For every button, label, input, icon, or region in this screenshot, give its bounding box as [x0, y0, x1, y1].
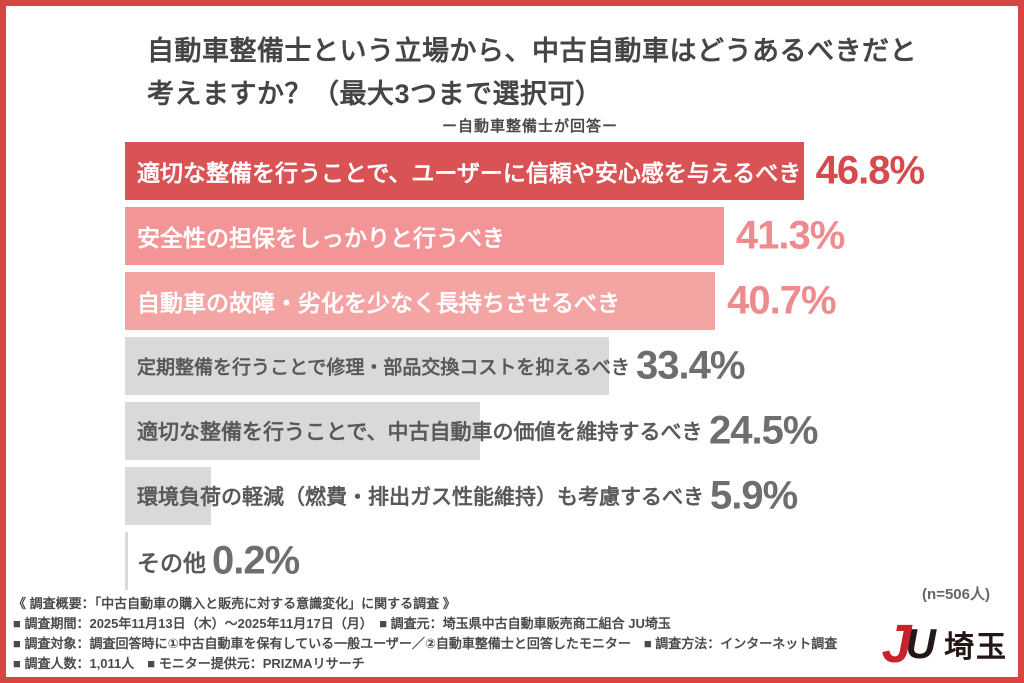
bar-row: 定期整備を行うことで修理・部品交換コストを抑えるべき 33.4% [125, 337, 1005, 395]
bar-label: 自動車の故障・劣化を少なく長持ちさせるべき [137, 290, 620, 316]
bar-row: 適切な整備を行うことで、ユーザーに信頼や安心感を与えるべき 46.8% [125, 142, 1005, 200]
survey-overview-line: 《 調査概要：「中古自動車の購入と販売に対する意識変化」に関する調査 》 [13, 596, 456, 611]
bar [125, 337, 610, 395]
survey-footer: 《 調査概要：「中古自動車の購入と販売に対する意識変化」に関する調査 》 ■ 調… [13, 596, 837, 676]
title-line-1: 自動車整備士という立場から、中古自動車はどうあるべきだと [147, 36, 917, 66]
bar-label: 適切な整備を行うことで、ユーザーに信頼や安心感を与えるべき [137, 160, 802, 186]
bar [125, 272, 716, 330]
logo-u-mark: U [905, 620, 936, 667]
bar-value-label: 40.7% [727, 278, 836, 323]
bar-row: 環境負荷の軽減（燃費・排出ガス性能維持）も考慮するべき 5.9% [125, 467, 1005, 525]
sample-size-note: (n=506人) [922, 586, 990, 603]
ju-saitama-logo: J U 埼玉 [881, 614, 1008, 674]
bar [125, 467, 211, 525]
bar-chart: 適切な整備を行うことで、ユーザーに信頼や安心感を与えるべき 46.8% 安全性の担保… [125, 142, 1005, 597]
survey-period-source-line: ■ 調査期間：2025年11月13日（木）～2025年11月17日（月） ■ 調… [13, 616, 671, 631]
bar-value-label: 33.4% [636, 343, 745, 388]
logo-region-text: 埼玉 [944, 631, 1008, 664]
bar-label: 安全性の担保をしっかりと行うべき [137, 225, 505, 251]
bar-value-label: 24.5% [709, 408, 818, 453]
bar-value-label: 46.8% [815, 148, 925, 193]
chart-subtitle: ー自動車整備士が回答ー [441, 118, 618, 135]
title-line-2: 考えますか？（最大3つまで選択可） [147, 79, 603, 109]
bar-label: その他 [137, 550, 206, 576]
bar [125, 532, 128, 590]
page-title: 自動車整備士という立場から、中古自動車はどうあるべきだと 考えますか？（最大3つ… [147, 30, 917, 116]
bar-row: その他 0.2% [125, 532, 1005, 590]
survey-target-method-line: ■ 調査対象：調査回答時に①中古自動車を保有している一般ユーザー／②自動車整備士… [13, 636, 838, 651]
bar-label: 適切な整備を行うことで、中古自動車の価値を維持するべき [137, 421, 703, 444]
bar-label: 定期整備を行うことで修理・部品交換コストを抑えるべき [137, 357, 630, 379]
bar [125, 142, 804, 200]
bar-value-label: 0.2% [212, 538, 300, 583]
bar-value-label: 41.3% [735, 213, 845, 258]
bar [125, 402, 481, 460]
survey-count-provider-line: ■ 調査人数：1,011人 ■ モニター提供元：PRIZMAリサーチ [13, 656, 365, 671]
bar [125, 207, 724, 265]
bar-label: 環境負荷の軽減（燃費・排出ガス性能維持）も考慮するべき [137, 486, 704, 509]
bar-value-label: 5.9% [710, 473, 798, 518]
bar-row: 適切な整備を行うことで、中古自動車の価値を維持するべき 24.5% [125, 402, 1005, 460]
bar-row: 安全性の担保をしっかりと行うべき 41.3% [125, 207, 1005, 265]
logo-j-mark: J [881, 614, 912, 674]
bar-row: 自動車の故障・劣化を少なく長持ちさせるべき 40.7% [125, 272, 1005, 330]
